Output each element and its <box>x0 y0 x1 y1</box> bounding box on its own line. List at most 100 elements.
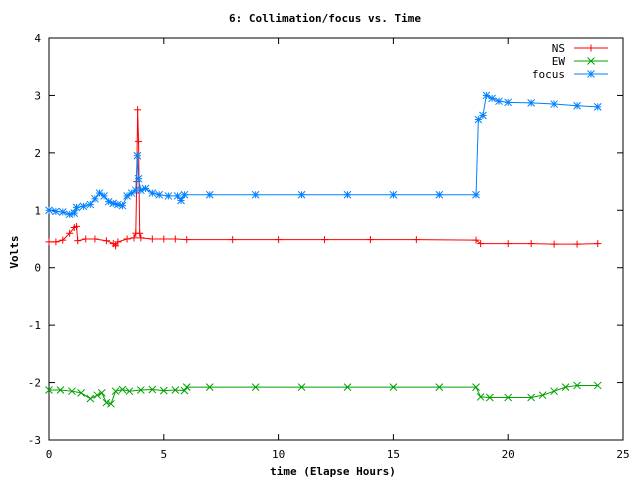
marker-stroke <box>593 103 602 111</box>
marker-stroke <box>587 57 595 65</box>
y-axis-ticks: -3 -2 -1 0 1 2 3 4 <box>28 32 623 447</box>
marker-stroke <box>488 94 496 103</box>
data-point <box>573 381 581 390</box>
data-point <box>91 235 99 243</box>
data-point <box>479 111 487 120</box>
series-focus <box>45 91 602 219</box>
data-point <box>476 393 485 401</box>
marker-stroke <box>482 91 491 100</box>
data-point <box>86 394 95 403</box>
data-point <box>56 386 65 394</box>
data-point <box>148 385 157 394</box>
data-point <box>173 192 182 200</box>
marker-stroke <box>389 383 398 392</box>
y-tick-label: -2 <box>28 377 41 390</box>
data-point <box>182 383 191 392</box>
marker-stroke <box>102 398 111 407</box>
data-point <box>134 106 142 114</box>
data-point <box>573 101 581 110</box>
x-tick-label: 25 <box>616 448 629 461</box>
data-point <box>412 236 420 244</box>
data-point <box>485 393 494 402</box>
data-point <box>130 234 138 242</box>
marker-stroke <box>297 190 306 199</box>
marker-stroke <box>527 393 536 402</box>
data-point <box>137 234 145 242</box>
data-point <box>343 190 352 199</box>
data-point <box>109 199 118 208</box>
data-point <box>504 393 513 402</box>
marker-stroke <box>45 206 53 215</box>
data-point <box>366 236 374 244</box>
marker-stroke <box>136 186 145 195</box>
marker-stroke <box>180 386 189 395</box>
plot-area <box>48 37 624 441</box>
data-point <box>160 235 168 243</box>
series-ns <box>45 106 602 250</box>
data-point <box>68 387 76 396</box>
data-point <box>59 236 67 244</box>
data-point <box>495 97 503 106</box>
marker-stroke <box>68 387 76 396</box>
marker-stroke <box>86 394 95 403</box>
data-point <box>171 235 179 243</box>
marker-stroke <box>495 97 503 106</box>
y-tick-label: -1 <box>28 319 41 332</box>
data-point <box>111 387 120 396</box>
data-point <box>72 203 81 212</box>
data-point <box>73 222 81 230</box>
data-point <box>136 186 145 195</box>
data-point <box>45 386 53 394</box>
data-point <box>123 235 131 243</box>
data-point <box>171 386 180 394</box>
data-point <box>159 386 168 395</box>
series-line-ew <box>49 384 598 405</box>
marker-stroke <box>148 189 157 197</box>
marker-stroke <box>205 190 214 199</box>
data-point <box>538 391 547 400</box>
marker-stroke <box>343 383 352 392</box>
legend-marker <box>587 70 595 78</box>
data-point <box>343 383 352 392</box>
legend-marker <box>587 44 595 52</box>
marker-stroke <box>91 194 99 203</box>
marker-stroke <box>180 190 189 199</box>
data-point <box>527 99 536 107</box>
marker-stroke <box>72 203 81 212</box>
data-point <box>74 237 82 245</box>
marker-stroke <box>52 207 60 216</box>
data-point <box>488 94 496 103</box>
x-axis-ticks: 0 5 10 15 20 25 <box>46 38 630 461</box>
marker-stroke <box>182 383 191 392</box>
marker-stroke <box>56 386 65 394</box>
marker-stroke <box>205 383 214 392</box>
marker-stroke <box>109 199 118 208</box>
data-point <box>134 174 143 183</box>
data-point <box>97 389 106 397</box>
data-point <box>102 237 110 245</box>
marker-stroke <box>593 381 602 390</box>
marker-stroke <box>527 99 536 107</box>
marker-stroke <box>504 98 513 107</box>
marker-stroke <box>177 196 185 205</box>
data-point <box>504 240 512 248</box>
data-point <box>527 393 536 402</box>
marker-stroke <box>86 200 95 209</box>
marker-stroke <box>125 387 134 396</box>
marker-stroke <box>134 174 143 183</box>
marker-stroke <box>504 393 513 402</box>
marker-stroke <box>476 393 485 401</box>
marker-stroke <box>389 190 398 199</box>
data-point <box>135 137 143 145</box>
marker-stroke <box>435 383 444 392</box>
marker-stroke <box>171 386 180 394</box>
data-point <box>136 386 145 394</box>
data-point <box>100 192 108 200</box>
data-point <box>52 207 60 216</box>
marker-stroke <box>100 192 108 200</box>
y-tick-label: 4 <box>34 32 41 45</box>
data-point <box>102 398 111 407</box>
marker-stroke <box>79 202 88 211</box>
x-tick-label: 20 <box>502 448 515 461</box>
